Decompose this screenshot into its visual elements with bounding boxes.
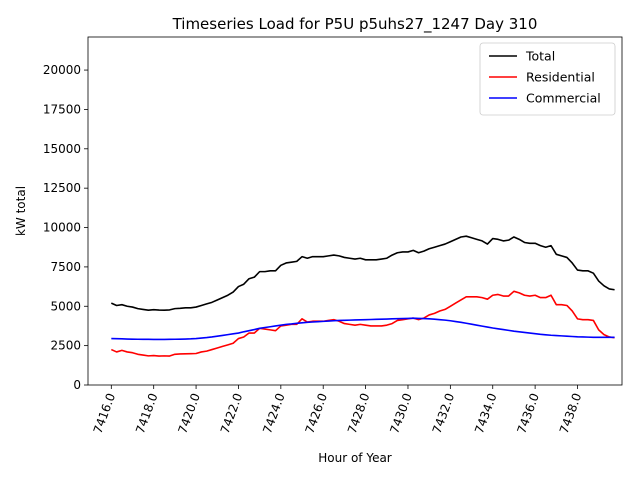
axes-frame (87, 36, 623, 386)
legend: Total Residential Commercial (479, 42, 616, 116)
legend-label-total: Total (525, 49, 555, 64)
y-axis-label: kW total (14, 186, 28, 236)
y-tick-label: 15000 (43, 142, 81, 156)
series-layer (110, 235, 615, 357)
y-axis: 0 2500 5000 7500 10000 12500 15000 17500 20000 (43, 63, 88, 392)
legend-label-residential: Residential (526, 70, 595, 85)
y-tick-label: 2500 (50, 339, 81, 353)
legend-box (479, 42, 616, 116)
series-line-commercial (111, 317, 615, 341)
y-tick-label: 0 (73, 378, 81, 392)
chart-title: Timeseries Load for P5U p5uhs27_1247 Day… (172, 15, 538, 34)
series-line-residential (110, 290, 615, 357)
y-tick-label: 10000 (43, 221, 81, 235)
x-axis-label: Hour of Year (318, 451, 392, 465)
legend-items: Total Residential Commercial (489, 49, 601, 106)
y-tick-label: 20000 (43, 63, 81, 77)
y-tick-label: 7500 (50, 260, 81, 274)
series-line-total (110, 235, 615, 312)
y-tick-label: 12500 (43, 181, 81, 195)
y-tick-label: 5000 (50, 299, 81, 313)
y-tick-label: 17500 (43, 102, 81, 116)
legend-label-commercial: Commercial (526, 91, 601, 106)
